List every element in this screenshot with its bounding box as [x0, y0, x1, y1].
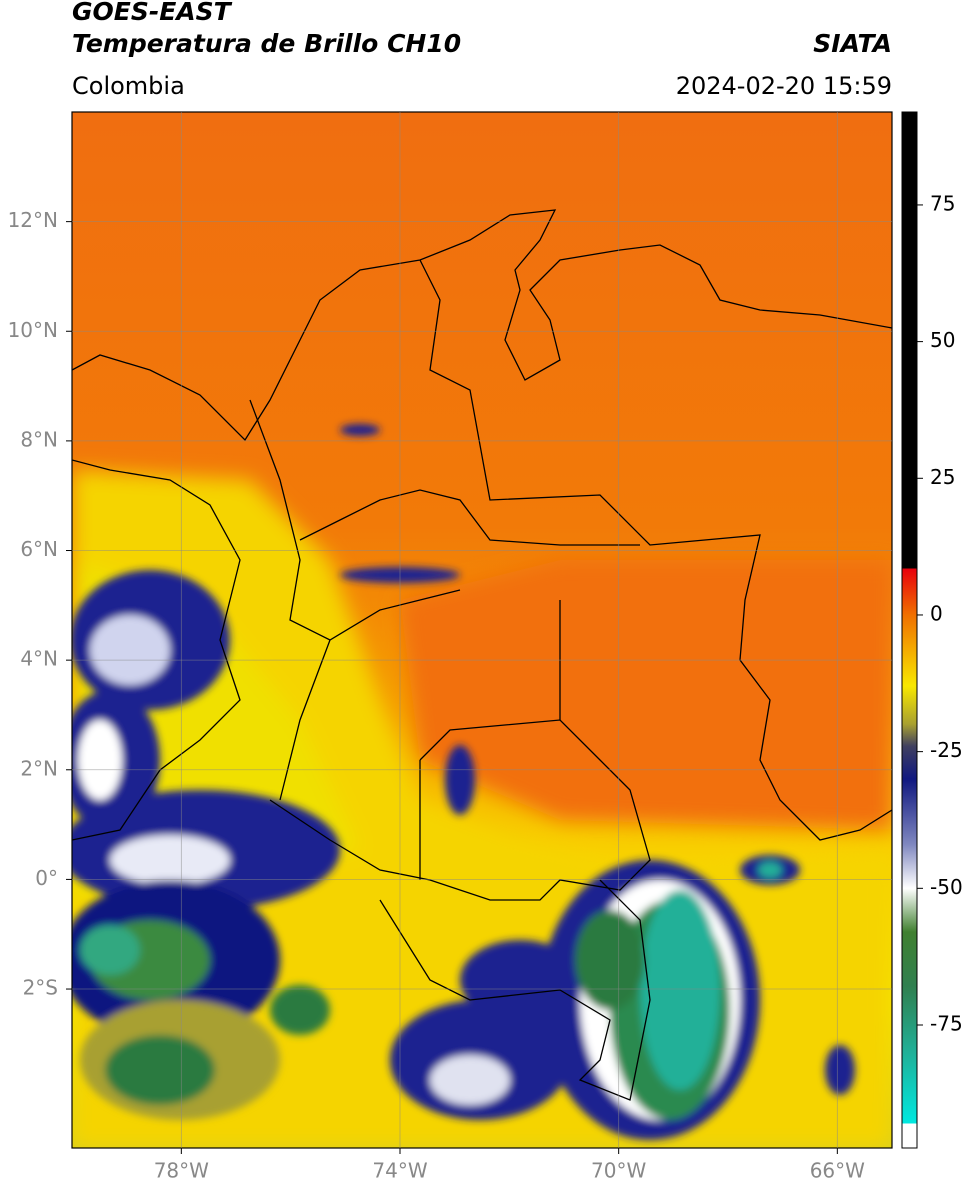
y-tick-label: 2°N	[20, 756, 58, 780]
x-tick-label: 74°W	[372, 1159, 427, 1183]
title: Temperatura de Brillo CH10	[72, 29, 461, 58]
colorbar-frame	[901, 111, 918, 1149]
colorbar-tick-label: -75	[930, 1011, 963, 1035]
borders	[72, 209, 892, 1101]
title: GOES-EAST	[72, 0, 233, 26]
x-tick-label: 70°W	[591, 1159, 646, 1183]
x-tick-label: 78°W	[154, 1159, 209, 1183]
y-tick-label: 0°	[35, 866, 58, 890]
source: SIATA	[813, 29, 892, 58]
y-tick-label: 10°N	[8, 318, 58, 342]
colorbar-tick-label: 75	[930, 191, 955, 215]
y-tick-label: 4°N	[20, 647, 58, 671]
colorbar-ramp	[902, 112, 917, 1148]
y-tick-label: 6°N	[20, 537, 58, 561]
colorbar: 75 50 25 0 -25 -50 -75	[901, 111, 963, 1149]
y-tick-label: 2°S	[23, 976, 58, 1000]
colorbar-tick-label: 0	[930, 601, 943, 625]
colorbar-tick-label: -25	[930, 738, 963, 762]
colorbar-tick-label: 25	[930, 465, 955, 489]
colorbar-tick-label: 50	[930, 328, 955, 352]
map-frame	[71, 111, 893, 1149]
timestamp: 2024-02-20 15:59	[676, 72, 892, 100]
imagery	[72, 112, 892, 1148]
y-tick-label: 12°N	[8, 208, 58, 232]
region: Colombia	[72, 72, 185, 100]
colorbar-tick-label: -50	[930, 875, 963, 899]
x-tick-label: 66°W	[810, 1159, 865, 1183]
y-tick-label: 8°N	[20, 427, 58, 451]
